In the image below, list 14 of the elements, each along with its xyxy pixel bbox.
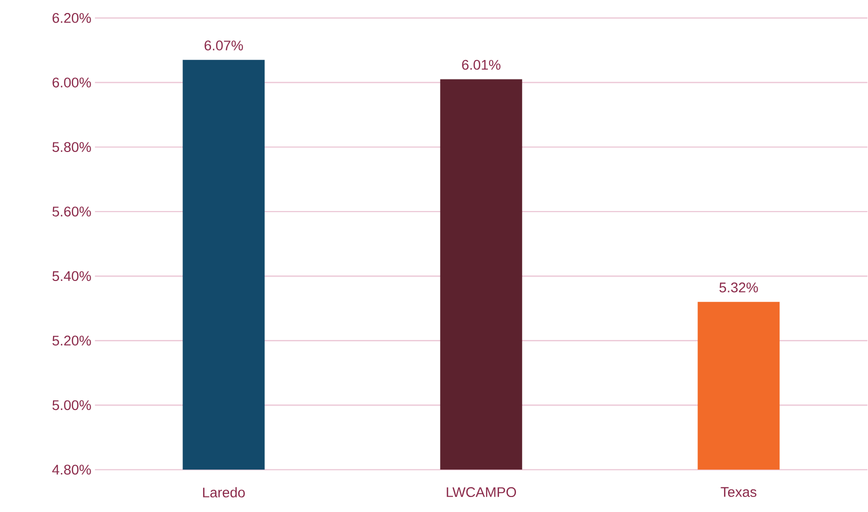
x-tick-label: Texas (720, 487, 756, 498)
data-label: 6.01% (462, 60, 500, 70)
y-tick-label: 4.80% (52, 464, 91, 475)
y-tick-label: 6.20% (52, 13, 91, 24)
data-label: 5.32% (719, 282, 758, 293)
data-label: 6.07% (204, 40, 243, 51)
y-tick-label: 5.60% (52, 206, 91, 217)
y-tick-label: 6.00% (52, 78, 91, 88)
y-tick-label: 5.00% (52, 400, 91, 410)
x-tick-label: LWCAMPO (446, 487, 516, 498)
y-tick-label: 5.40% (52, 271, 91, 282)
y-tick-label: 5.20% (52, 336, 91, 346)
x-tick-label: Laredo (203, 487, 245, 498)
y-tick-label: 5.80% (52, 142, 91, 152)
